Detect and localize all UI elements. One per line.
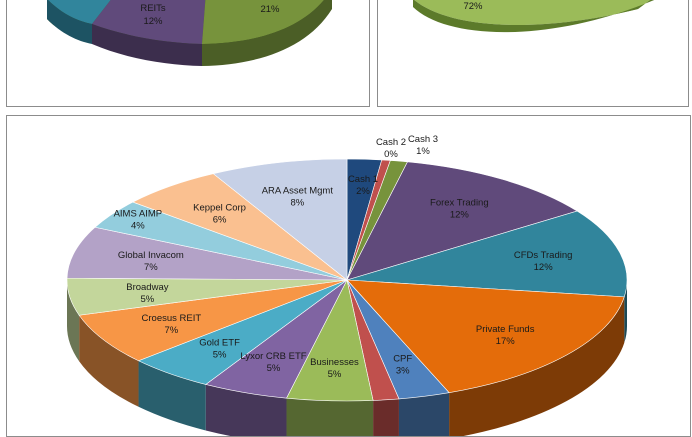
slice-value-global-invacom: 7% xyxy=(144,262,158,273)
slice-value-private-funds: 17% xyxy=(496,336,516,347)
pie-side-large xyxy=(413,0,654,33)
pie-side-reits xyxy=(92,24,202,66)
pie-side-broadway xyxy=(67,280,80,362)
top-left-pie-chart: REITs 12% 21% xyxy=(47,0,332,66)
slice-label-reits-name: REITs xyxy=(140,3,166,14)
slice-value-aims-aimp: 4% xyxy=(131,221,145,232)
pie-side-green xyxy=(202,0,332,66)
slice-value-ara-asset-mgmt: 8% xyxy=(290,198,304,209)
pie-side-businesses xyxy=(286,398,374,436)
slice-name-cfds-trading: CFDs Trading xyxy=(514,250,573,261)
pie-side-unnamed xyxy=(373,398,399,436)
slice-label-large-value: 72% xyxy=(463,1,483,12)
slice-name-global-invacom: Global Invacom xyxy=(118,250,184,261)
slice-value-cash-1: 2% xyxy=(356,186,370,197)
pie-slice-green xyxy=(202,0,324,44)
slice-value-businesses: 5% xyxy=(328,369,342,380)
slice-name-businesses: Businesses xyxy=(310,357,359,368)
slice-label-reits-value: 12% xyxy=(143,16,163,27)
slice-value-broadway: 5% xyxy=(141,294,155,305)
slice-value-cfds-trading: 12% xyxy=(534,262,554,273)
top-right-pie-chart: 72% xyxy=(413,0,654,33)
pie-slice-teal xyxy=(48,0,111,24)
pie-side-cpf xyxy=(398,392,450,436)
slice-name-private-funds: Private Funds xyxy=(476,324,535,335)
pie-slice-private-funds[interactable] xyxy=(346,279,625,393)
slice-name-forex-trading: Forex Trading xyxy=(430,198,489,209)
slice-name-cash-1: Cash 1 xyxy=(348,174,378,185)
pie-side-cfds-trading xyxy=(624,280,627,343)
pie-slice-croesus-reit[interactable] xyxy=(78,279,348,362)
slice-name-lyxor-crb-etf: Lyxor CRB ETF xyxy=(240,351,306,362)
slice-value-cash-3: 1% xyxy=(416,146,430,157)
slice-value-lyxor-crb-etf: 5% xyxy=(267,363,281,374)
pie-slice-global-invacom[interactable] xyxy=(66,226,348,281)
slice-label-green-value: 21% xyxy=(260,4,280,15)
pie-side-croesus-reit xyxy=(79,315,139,407)
slice-name-broadway: Broadway xyxy=(126,282,168,293)
slice-value-keppel-corp: 6% xyxy=(213,214,227,225)
pie-labels: Cash 12%Cash 20%Cash 31%Forex Trading12%… xyxy=(114,134,573,380)
slice-name-gold-etf: Gold ETF xyxy=(199,338,240,349)
main-chart-panel: Cash 1 2% Cash 2 0% Cash 3 1% Forex Trading 12%… xyxy=(6,115,691,437)
pie-slice-large xyxy=(414,0,650,26)
top-right-chart-panel: 72% xyxy=(377,0,689,107)
pie-side-gold-etf xyxy=(138,360,206,431)
slice-name-croesus-reit: Croesus REIT xyxy=(142,313,202,324)
slice-value-forex-trading: 12% xyxy=(450,210,470,221)
slice-name-cpf: CPF xyxy=(393,354,412,365)
pie-side-private-funds xyxy=(449,296,625,436)
slice-name-aims-aimp: AIMS AIMP xyxy=(114,209,163,220)
slice-value-cpf: 3% xyxy=(396,366,410,377)
slice-name-ara-asset-mgmt: ARA Asset Mgmt xyxy=(262,186,334,197)
main-pie-chart: Cash 12%Cash 20%Cash 31%Forex Trading12%… xyxy=(66,134,628,436)
pie-slice-cfds-trading[interactable] xyxy=(346,210,628,298)
pie-tops xyxy=(66,158,628,402)
pie-slice-ara-asset-mgmt[interactable] xyxy=(212,158,348,281)
slice-name-cash-3: Cash 3 xyxy=(408,134,438,145)
pie-slice-forex-trading[interactable] xyxy=(346,161,578,281)
slice-name-cash-2: Cash 2 xyxy=(376,137,406,148)
pie-slice-reits xyxy=(92,0,206,44)
slice-value-cash-2: 0% xyxy=(384,149,398,160)
top-left-chart-panel: REITs 12% 21% xyxy=(6,0,370,107)
pie-side-teal xyxy=(47,0,92,44)
slice-name-keppel-corp: Keppel Corp xyxy=(193,202,246,213)
slice-value-gold-etf: 5% xyxy=(213,350,227,361)
slice-value-croesus-reit: 7% xyxy=(165,325,179,336)
